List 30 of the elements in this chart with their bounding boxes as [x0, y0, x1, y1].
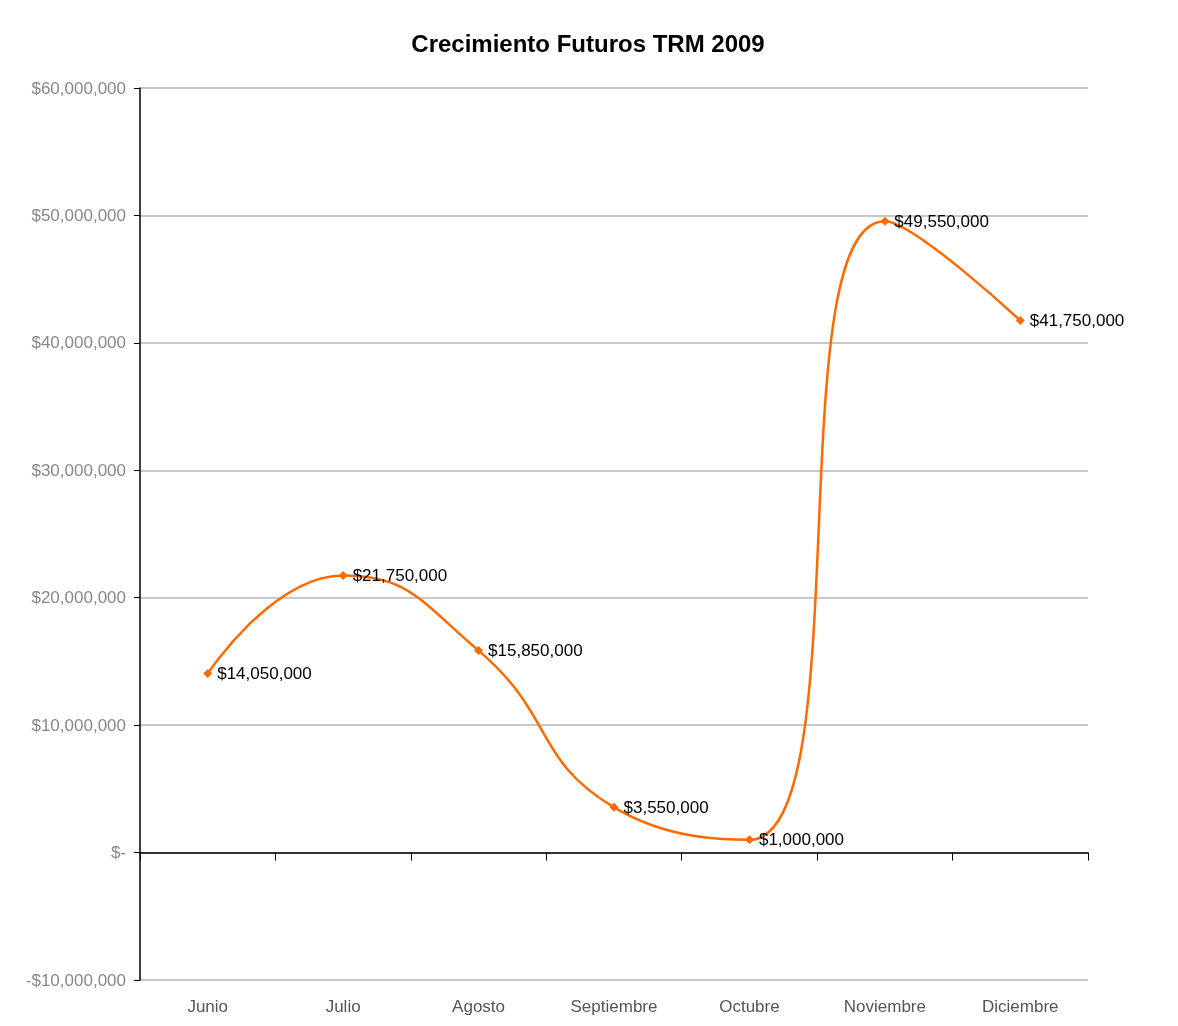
y-tick-label: $60,000,000	[31, 78, 126, 98]
point	[1015, 316, 1025, 326]
y-tick-label: $10,000,000	[31, 715, 126, 735]
x-tick-label: Noviembre	[843, 997, 926, 1016]
y-tick-label: $30,000,000	[31, 460, 126, 480]
data-label: $41,750,000	[1029, 311, 1125, 331]
y-tick-label: $40,000,000	[31, 333, 126, 353]
chart-title: Crecimiento Futuros TRM 2009	[411, 29, 765, 57]
data-label: $3,550,000	[623, 797, 709, 817]
data-label: $14,050,000	[217, 664, 312, 684]
x-tick-label: Agosto	[452, 997, 506, 1016]
point	[474, 646, 484, 656]
y-tick-label: $20,000,000	[31, 588, 126, 608]
point	[880, 216, 890, 226]
data-label: $49,550,000	[894, 211, 989, 231]
point	[744, 835, 754, 845]
data-label: $15,850,000	[488, 641, 583, 661]
x-tick-label: Octubre	[719, 997, 780, 1016]
point	[338, 570, 348, 580]
point	[609, 802, 619, 812]
y-tick-label: $-	[110, 843, 126, 863]
data-label: $1,000,000	[758, 830, 845, 850]
y-tick-label: -$10,000,000	[25, 970, 126, 990]
x-tick-label: Julio	[325, 997, 361, 1016]
y-tick-label: $50,000,000	[31, 205, 126, 225]
x-tick-label: Septiembre	[570, 997, 658, 1016]
data-label: $21,750,000	[352, 565, 448, 585]
x-tick-label: Diciembre	[982, 997, 1059, 1016]
point	[203, 669, 213, 679]
x-tick-label: Junio	[187, 997, 229, 1016]
